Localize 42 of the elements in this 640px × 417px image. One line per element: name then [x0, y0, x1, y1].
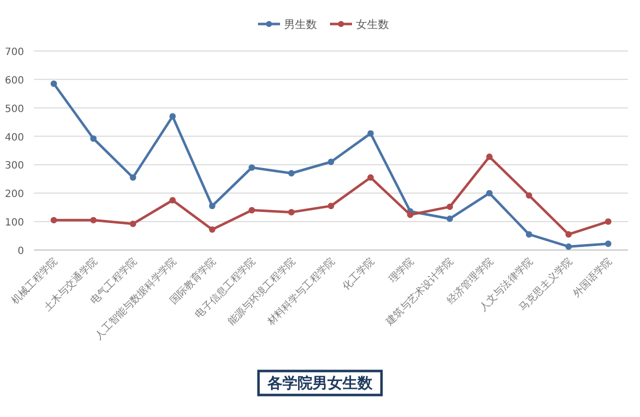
point	[486, 190, 493, 196]
point	[288, 208, 295, 216]
point	[130, 220, 136, 228]
y-tick-label: 200	[4, 189, 24, 200]
point	[209, 226, 216, 233]
point	[209, 202, 216, 210]
point	[169, 113, 176, 120]
y-tick-label: 100	[4, 218, 24, 229]
point	[90, 216, 97, 224]
point	[328, 158, 334, 166]
point	[367, 130, 374, 137]
point	[50, 216, 57, 224]
legend-label: 女生数	[356, 18, 389, 31]
point	[50, 80, 57, 87]
point	[565, 243, 572, 250]
point	[407, 212, 414, 218]
y-tick-label: 600	[4, 75, 24, 86]
x-tick-label: 化工学院	[340, 256, 377, 292]
point	[130, 174, 136, 181]
y-tick-label: 0	[18, 246, 24, 257]
y-tick-label: 400	[4, 132, 24, 144]
y-tick-label: 700	[4, 47, 24, 58]
point	[526, 192, 532, 199]
point	[526, 231, 532, 238]
point	[446, 216, 453, 222]
x-tick-label: 理学院	[386, 256, 416, 286]
point	[446, 204, 453, 210]
point	[486, 154, 493, 160]
point	[169, 197, 176, 204]
legend-label: 男生数	[284, 18, 317, 31]
text: 各学院男女生数	[266, 374, 374, 392]
point	[248, 164, 255, 171]
point	[288, 170, 295, 176]
point	[565, 231, 572, 238]
y-tick-label: 300	[4, 160, 24, 172]
point	[248, 207, 255, 214]
point	[605, 240, 612, 247]
point	[328, 202, 334, 210]
point	[367, 174, 374, 181]
point	[90, 135, 97, 142]
y-tick-label: 500	[4, 104, 24, 115]
point	[605, 218, 612, 225]
